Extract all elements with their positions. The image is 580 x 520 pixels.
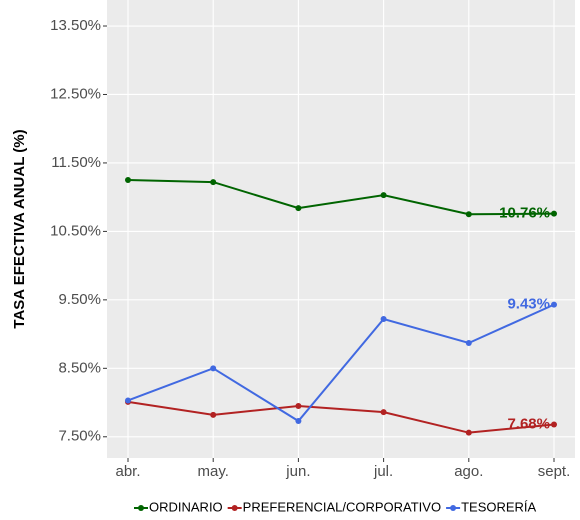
- legend-label: ORDINARIO: [149, 499, 223, 514]
- value-label: 7.68%: [507, 415, 550, 432]
- data-point: [295, 418, 302, 425]
- x-tick-label: jun.: [285, 463, 310, 480]
- data-point: [465, 339, 472, 346]
- y-tick-label: 10.50%: [50, 222, 101, 239]
- plot-panel: [107, 0, 575, 458]
- data-point: [465, 211, 472, 218]
- legend: ORDINARIO PREFERENCIAL/CORPORATIVO TESORER…: [134, 499, 537, 514]
- value-label: 9.43%: [507, 296, 550, 313]
- series-line: [127, 179, 555, 216]
- legend-label: PREFERENCIAL/CORPORATIVO: [243, 499, 441, 514]
- data-point: [210, 179, 217, 186]
- x-tick-label: abr.: [115, 463, 140, 480]
- y-tick-label: 13.50%: [50, 17, 101, 34]
- data-point: [125, 177, 131, 184]
- data-point: [125, 397, 131, 404]
- y-tick-label: 8.50%: [58, 359, 101, 376]
- value-label: 10.76%: [499, 205, 550, 222]
- legend-label: TESORERÍA: [461, 499, 536, 514]
- data-point: [380, 316, 387, 323]
- x-tick-label: ago.: [454, 463, 483, 480]
- legend-key-point: [450, 505, 457, 511]
- data-point: [551, 301, 557, 308]
- y-axis-title: TASA EFECTIVA ANUAL (%): [11, 129, 28, 328]
- data-point: [380, 409, 387, 416]
- data-point: [380, 192, 387, 199]
- legend-key-point: [138, 505, 144, 511]
- y-tick-label: 12.50%: [50, 85, 101, 102]
- data-point: [210, 365, 217, 372]
- data-point: [210, 411, 217, 418]
- data-point: [295, 402, 302, 409]
- y-tick-label: 7.50%: [58, 428, 101, 445]
- data-point: [465, 429, 472, 436]
- x-tick-label: sept.: [538, 463, 571, 480]
- data-point: [295, 205, 302, 212]
- series-line: [127, 400, 555, 434]
- data-point: [551, 210, 557, 217]
- x-tick-label: may.: [197, 463, 228, 480]
- y-tick-label: 11.50%: [51, 154, 101, 171]
- series-line: [127, 303, 555, 423]
- data-point: [551, 421, 557, 428]
- x-tick-label: jul.: [373, 463, 393, 480]
- y-tick-label: 9.50%: [58, 291, 101, 308]
- legend-key-point: [231, 505, 238, 511]
